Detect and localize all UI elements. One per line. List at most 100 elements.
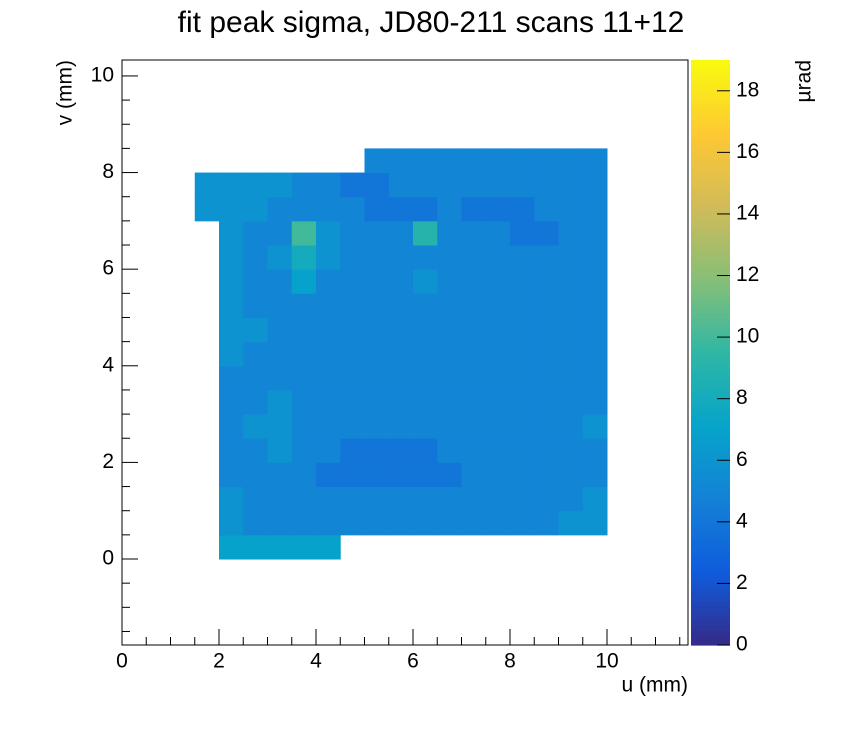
heatmap-cell (510, 462, 535, 488)
heatmap-cell (582, 414, 608, 439)
heatmap-cell (291, 438, 317, 463)
heatmap-cell (413, 172, 438, 198)
heatmap-cell (413, 317, 438, 343)
heatmap-cell (267, 462, 293, 488)
colorbar-segment (691, 630, 730, 636)
heatmap-cell (219, 389, 244, 415)
heatmap-cell (437, 365, 463, 391)
heatmap-cell (534, 317, 560, 343)
heatmap-cell (485, 293, 511, 318)
colorbar-segment (691, 201, 730, 207)
colorbar-segment (691, 313, 730, 319)
heatmap-cell (534, 389, 560, 415)
heatmap-cell (510, 365, 535, 391)
heatmap-cell (219, 245, 244, 270)
heatmap-cell (437, 245, 463, 270)
heatmap-cell (219, 510, 244, 536)
heatmap-cell (291, 269, 317, 294)
colorbar-tick-label: 14 (736, 201, 760, 224)
heatmap-cell (437, 510, 463, 536)
heatmap-cell (582, 269, 608, 294)
heatmap-cell (243, 220, 269, 246)
heatmap-cell (558, 196, 584, 222)
heatmap-cell (219, 534, 244, 560)
heatmap-cell (413, 341, 438, 367)
colorbar-segment (691, 298, 730, 305)
heatmap-cell (485, 510, 511, 536)
heatmap-cell (485, 414, 511, 439)
heatmap-cell (243, 172, 269, 198)
heatmap-cell (437, 341, 463, 367)
heatmap-cell (413, 414, 438, 439)
colorbar-segment (691, 606, 730, 612)
colorbar-segment (691, 586, 730, 592)
heatmap-cell (437, 220, 463, 246)
heatmap-cell (364, 220, 390, 246)
heatmap-cell (582, 510, 608, 536)
heatmap-cell (364, 269, 390, 294)
colorbar-segment (691, 367, 730, 373)
heatmap-cell (534, 341, 560, 367)
heatmap-cell (243, 414, 269, 439)
heatmap-cell (534, 220, 560, 246)
colorbar-segment (691, 581, 730, 588)
heatmap-cell (316, 341, 341, 367)
heatmap-cell (485, 317, 511, 343)
heatmap-cell (267, 269, 293, 294)
heatmap-cell (219, 414, 244, 439)
heatmap-cell (485, 462, 511, 488)
colorbar-tick-label: 0 (736, 633, 748, 656)
heatmap-cell (340, 365, 366, 391)
colorbar-segment (691, 406, 730, 412)
heatmap-cell (364, 438, 390, 463)
colorbar-tick-label: 18 (736, 78, 759, 101)
heatmap-cell (510, 341, 535, 367)
colorbar-segment (691, 294, 730, 300)
x-tick-label: 0 (116, 650, 128, 673)
colorbar-segment (691, 279, 730, 285)
heatmap-cell (243, 341, 269, 367)
heatmap-cell (582, 462, 608, 488)
colorbar-segment (691, 430, 730, 436)
colorbar-segment (691, 337, 730, 344)
heatmap-cell (340, 172, 366, 198)
colorbar-segment (691, 342, 730, 349)
heatmap-cell (388, 172, 414, 198)
heatmap-cell (291, 196, 317, 222)
heatmap-cell (267, 196, 293, 222)
heatmap-cell (267, 414, 293, 439)
heatmap-cell (558, 293, 584, 318)
colorbar-segment (691, 493, 730, 500)
heatmap-cell (340, 414, 366, 439)
heatmap-cell (510, 220, 535, 246)
heatmap-cell (340, 196, 366, 222)
heatmap-cell (364, 148, 390, 174)
colorbar-tick-label: 10 (736, 325, 759, 348)
colorbar-segment (691, 240, 730, 246)
heatmap-cell (267, 534, 293, 560)
heatmap-cell (219, 172, 244, 198)
heatmap-cell (461, 341, 487, 367)
heatmap-cell (316, 317, 341, 343)
heatmap-cell (534, 438, 560, 463)
heatmap-cell (340, 293, 366, 318)
heatmap-cell (534, 269, 560, 294)
heatmap-cell (461, 462, 487, 488)
colorbar-segment (691, 133, 730, 139)
heatmap-cell (582, 438, 608, 463)
colorbar-segment (691, 381, 730, 388)
colorbar-segment (691, 269, 730, 276)
heatmap-cell (243, 269, 269, 294)
colorbar-segment (691, 567, 730, 573)
heatmap-cell (461, 510, 487, 536)
heatmap-cell (219, 486, 244, 512)
heatmap-cell (291, 510, 317, 536)
colorbar-segment (691, 230, 730, 237)
colorbar-segment (691, 518, 730, 524)
heatmap-cell (582, 220, 608, 246)
heatmap-cell (267, 438, 293, 463)
colorbar-segment (691, 264, 730, 271)
heatmap-cell (291, 245, 317, 270)
heatmap-cell (291, 414, 317, 439)
colorbar-segment (691, 191, 730, 198)
